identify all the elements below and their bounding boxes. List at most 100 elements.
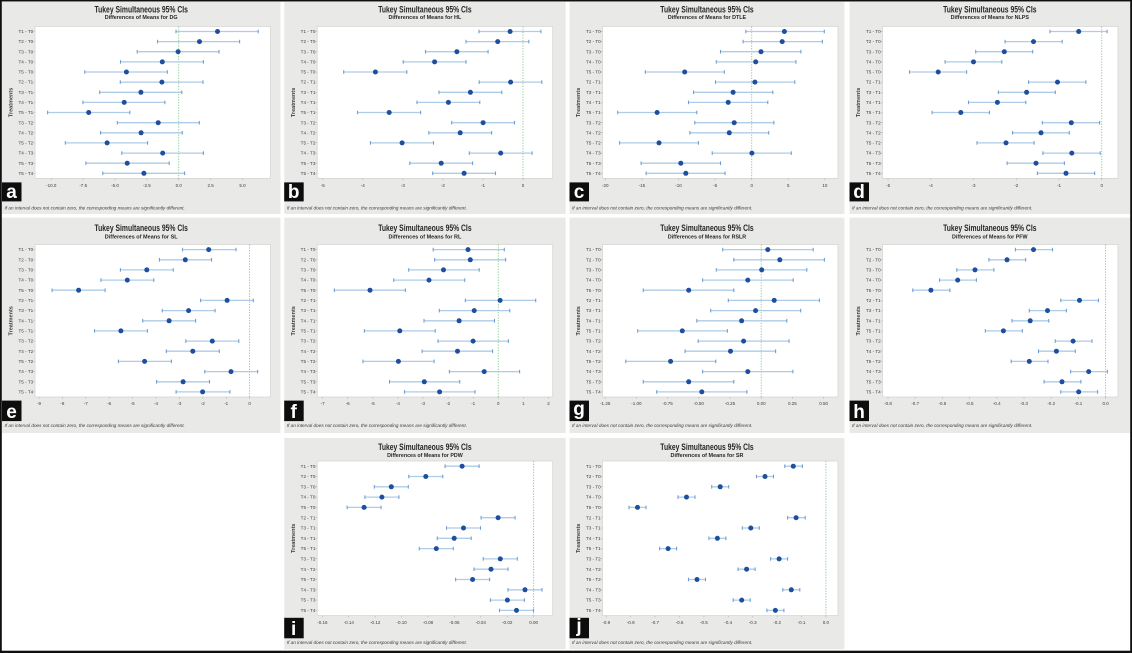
svg-text:Tukey Simultaneous 95% CIs: Tukey Simultaneous 95% CIs <box>95 5 188 15</box>
svg-text:Tukey Simultaneous 95% CIs: Tukey Simultaneous 95% CIs <box>95 223 188 233</box>
svg-text:-3: -3 <box>421 401 425 406</box>
svg-text:10: 10 <box>822 183 828 188</box>
svg-text:T5 - T3: T5 - T3 <box>586 598 601 603</box>
svg-text:T5 - T1: T5 - T1 <box>18 329 33 334</box>
svg-text:T3 - T2: T3 - T2 <box>866 339 881 344</box>
svg-text:-5: -5 <box>713 183 717 188</box>
svg-text:-5: -5 <box>886 183 890 188</box>
svg-text:-6: -6 <box>346 401 350 406</box>
svg-text:T4 - T1: T4 - T1 <box>18 318 33 323</box>
svg-text:-0.6: -0.6 <box>939 401 947 406</box>
svg-text:If an interval does not contai: If an interval does not contain zero, th… <box>5 423 185 428</box>
svg-text:T2 - T0: T2 - T0 <box>301 39 316 44</box>
svg-text:T2 - T1: T2 - T1 <box>301 298 316 303</box>
svg-text:T5 - T4: T5 - T4 <box>586 608 601 613</box>
svg-text:-9: -9 <box>37 401 41 406</box>
svg-text:T3 - T1: T3 - T1 <box>866 308 881 313</box>
svg-text:-1: -1 <box>224 401 228 406</box>
svg-text:T5 - T4: T5 - T4 <box>866 390 881 395</box>
svg-text:T5 - T4: T5 - T4 <box>301 608 316 613</box>
svg-text:T3 - T0: T3 - T0 <box>301 268 316 273</box>
svg-text:T5 - T1: T5 - T1 <box>301 546 316 551</box>
svg-text:-10: -10 <box>675 183 682 188</box>
svg-text:T2 - T0: T2 - T0 <box>586 39 601 44</box>
svg-text:T4 - T3: T4 - T3 <box>586 151 601 156</box>
svg-text:T4 - T2: T4 - T2 <box>301 349 316 354</box>
svg-text:T4 - T0: T4 - T0 <box>18 278 33 283</box>
svg-text:-1: -1 <box>481 183 485 188</box>
svg-text:T5 - T2: T5 - T2 <box>586 577 601 582</box>
svg-text:-2: -2 <box>201 401 205 406</box>
svg-text:Differences of Means for PDW: Differences of Means for PDW <box>387 453 463 459</box>
svg-text:T5 - T1: T5 - T1 <box>301 329 316 334</box>
svg-text:-2: -2 <box>446 401 450 406</box>
svg-text:T2 - T1: T2 - T1 <box>586 515 601 520</box>
svg-text:T3 - T2: T3 - T2 <box>586 339 601 344</box>
svg-text:-20: -20 <box>602 183 609 188</box>
svg-text:T2 - T1: T2 - T1 <box>586 80 601 85</box>
svg-text:T5 - T1: T5 - T1 <box>18 110 33 115</box>
svg-text:c: c <box>574 182 585 203</box>
svg-text:Treatments: Treatments <box>856 88 862 117</box>
svg-text:T5 - T4: T5 - T4 <box>586 171 601 176</box>
svg-text:T1 - T0: T1 - T0 <box>586 247 601 252</box>
svg-text:T2 - T1: T2 - T1 <box>18 298 33 303</box>
svg-text:If an interval does not contai: If an interval does not contain zero, th… <box>287 640 467 645</box>
svg-text:T1 - T0: T1 - T0 <box>866 29 881 34</box>
svg-text:-1.00: -1.00 <box>631 401 642 406</box>
svg-text:If an interval does not contai: If an interval does not contain zero, th… <box>572 206 752 211</box>
svg-text:T2 - T0: T2 - T0 <box>866 257 881 262</box>
svg-text:T4 - T3: T4 - T3 <box>866 151 881 156</box>
svg-text:-0.3: -0.3 <box>749 620 757 625</box>
svg-text:T4 - T0: T4 - T0 <box>301 60 316 65</box>
svg-text:-0.16: -0.16 <box>317 620 328 625</box>
svg-text:-0.4: -0.4 <box>724 620 732 625</box>
svg-text:T2 - T1: T2 - T1 <box>866 80 881 85</box>
svg-text:T2 - T0: T2 - T0 <box>586 257 601 262</box>
svg-text:-4: -4 <box>361 183 365 188</box>
svg-text:T4 - T1: T4 - T1 <box>866 318 881 323</box>
svg-text:T5 - T4: T5 - T4 <box>866 171 881 176</box>
svg-text:T5 - T1: T5 - T1 <box>586 329 601 334</box>
svg-text:Differences of Means for HL: Differences of Means for HL <box>388 15 461 21</box>
svg-text:T3 - T2: T3 - T2 <box>18 120 33 125</box>
svg-text:T1 - T0: T1 - T0 <box>18 247 33 252</box>
svg-text:Differences of Means for DTLE: Differences of Means for DTLE <box>668 15 747 21</box>
svg-text:Differences of Means for RL: Differences of Means for RL <box>388 234 461 240</box>
svg-text:-5.0: -5.0 <box>111 183 119 188</box>
svg-text:-2: -2 <box>1014 183 1018 188</box>
svg-text:-3: -3 <box>971 183 975 188</box>
svg-text:If an interval does not contai: If an interval does not contain zero, th… <box>287 423 467 428</box>
svg-text:T1 - T0: T1 - T0 <box>18 29 33 34</box>
svg-text:-0.2: -0.2 <box>773 620 781 625</box>
svg-text:d: d <box>853 182 865 203</box>
svg-text:T5 - T0: T5 - T0 <box>301 288 316 293</box>
svg-text:-1.25: -1.25 <box>600 401 611 406</box>
svg-text:T3 - T2: T3 - T2 <box>301 120 316 125</box>
svg-text:-0.5: -0.5 <box>966 401 974 406</box>
svg-text:T4 - T1: T4 - T1 <box>301 318 316 323</box>
svg-text:T5 - T2: T5 - T2 <box>301 141 316 146</box>
svg-text:T2 - T0: T2 - T0 <box>866 39 881 44</box>
svg-text:T5 - T2: T5 - T2 <box>866 359 881 364</box>
svg-text:If an interval does not contai: If an interval does not contain zero, th… <box>287 206 467 211</box>
svg-text:-7.5: -7.5 <box>79 183 87 188</box>
svg-text:T4 - T2: T4 - T2 <box>301 130 316 135</box>
svg-text:T5 - T0: T5 - T0 <box>586 70 601 75</box>
svg-text:Differences of Means for DG: Differences of Means for DG <box>105 15 178 21</box>
svg-text:i: i <box>291 619 296 640</box>
svg-text:T3 - T1: T3 - T1 <box>586 526 601 531</box>
svg-text:Treatments: Treatments <box>291 524 297 553</box>
svg-text:-0.25: -0.25 <box>725 401 736 406</box>
svg-text:Treatments: Treatments <box>9 306 15 335</box>
svg-text:T3 - T1: T3 - T1 <box>301 308 316 313</box>
svg-text:Differences of Means for RSLR: Differences of Means for RSLR <box>668 234 746 240</box>
svg-text:T3 - T0: T3 - T0 <box>866 268 881 273</box>
svg-text:T5 - T4: T5 - T4 <box>301 171 316 176</box>
svg-text:T5 - T4: T5 - T4 <box>586 390 601 395</box>
svg-text:If an interval does not contai: If an interval does not contain zero, th… <box>572 640 752 645</box>
svg-text:T1 - T0: T1 - T0 <box>586 464 601 469</box>
svg-text:T5 - T3: T5 - T3 <box>586 379 601 384</box>
svg-text:0.0: 0.0 <box>823 620 830 625</box>
svg-text:T2 - T0: T2 - T0 <box>301 474 316 479</box>
